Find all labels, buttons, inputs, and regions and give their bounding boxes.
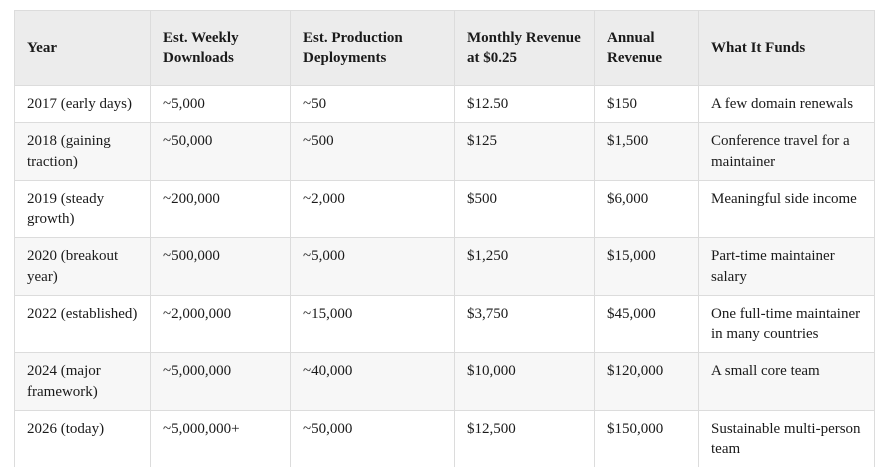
cell-est-production-deployments: ~50	[290, 84, 455, 124]
cell-annual-revenue: $150	[594, 84, 699, 124]
cell-year: 2020 (breakout year)	[14, 237, 151, 296]
cell-est-weekly-downloads: ~2,000,000	[150, 294, 291, 354]
cell-monthly-revenue-at-0-25: $12.50	[454, 84, 595, 124]
table-row-2018-gaining-traction: 2018 (gaining traction) ~50,000 ~500 $125 $1…	[14, 122, 875, 181]
revenue-projection-table: Year Est. Weekly Downloads Est. Production…	[14, 10, 875, 467]
cell-year: 2018 (gaining traction)	[14, 122, 151, 181]
column-header-est-production-deployments: Est. Production Deployments	[290, 10, 455, 86]
cell-what-it-funds: One full-time maintainer in many countri…	[698, 294, 875, 354]
column-header-what-it-funds: What It Funds	[698, 10, 875, 86]
cell-annual-revenue: $15,000	[594, 237, 699, 296]
cell-monthly-revenue-at-0-25: $1,250	[454, 237, 595, 296]
cell-est-weekly-downloads: ~50,000	[150, 122, 291, 181]
cell-est-production-deployments: ~500	[290, 122, 455, 181]
column-header-est-weekly-downloads: Est. Weekly Downloads	[150, 10, 291, 86]
column-header-monthly-revenue-at-0-25: Monthly Revenue at $0.25	[454, 10, 595, 86]
cell-est-weekly-downloads: ~5,000	[150, 84, 291, 124]
cell-monthly-revenue-at-0-25: $500	[454, 179, 595, 239]
cell-est-production-deployments: ~2,000	[290, 179, 455, 239]
cell-est-weekly-downloads: ~200,000	[150, 179, 291, 239]
table-row-2017-early-days: 2017 (early days) ~5,000 ~50 $12.50 $150 A fe…	[14, 84, 875, 124]
cell-monthly-revenue-at-0-25: $12,500	[454, 409, 595, 467]
cell-est-weekly-downloads: ~5,000,000	[150, 352, 291, 411]
cell-what-it-funds: Part-time maintainer salary	[698, 237, 875, 296]
cell-est-production-deployments: ~5,000	[290, 237, 455, 296]
table-body: 2017 (early days) ~5,000 ~50 $12.50 $150 A fe…	[14, 84, 875, 467]
cell-est-production-deployments: ~15,000	[290, 294, 455, 354]
cell-what-it-funds: A few domain renewals	[698, 84, 875, 124]
table-row-2026-today: 2026 (today) ~5,000,000+ ~50,000 $12,500 $15…	[14, 409, 875, 467]
cell-monthly-revenue-at-0-25: $125	[454, 122, 595, 181]
cell-what-it-funds: Sustainable multi-person team	[698, 409, 875, 467]
cell-annual-revenue: $6,000	[594, 179, 699, 239]
table-header: Year Est. Weekly Downloads Est. Production…	[14, 10, 875, 86]
cell-annual-revenue: $1,500	[594, 122, 699, 181]
cell-annual-revenue: $150,000	[594, 409, 699, 467]
cell-year: 2022 (established)	[14, 294, 151, 354]
cell-est-weekly-downloads: ~500,000	[150, 237, 291, 296]
header-row: Year Est. Weekly Downloads Est. Production…	[14, 10, 875, 86]
cell-annual-revenue: $120,000	[594, 352, 699, 411]
cell-what-it-funds: Conference travel for a maintainer	[698, 122, 875, 181]
cell-year: 2017 (early days)	[14, 84, 151, 124]
cell-annual-revenue: $45,000	[594, 294, 699, 354]
table-row-2024-major-framework: 2024 (major framework) ~5,000,000 ~40,000 $…	[14, 352, 875, 411]
cell-est-weekly-downloads: ~5,000,000+	[150, 409, 291, 467]
cell-what-it-funds: Meaningful side income	[698, 179, 875, 239]
cell-est-production-deployments: ~50,000	[290, 409, 455, 467]
cell-year: 2019 (steady growth)	[14, 179, 151, 239]
cell-monthly-revenue-at-0-25: $10,000	[454, 352, 595, 411]
cell-monthly-revenue-at-0-25: $3,750	[454, 294, 595, 354]
table-row-2022-established: 2022 (established) ~2,000,000 ~15,000 $3,75…	[14, 294, 875, 354]
cell-year: 2024 (major framework)	[14, 352, 151, 411]
cell-year: 2026 (today)	[14, 409, 151, 467]
column-header-annual-revenue: Annual Revenue	[594, 10, 699, 86]
table-row-2019-steady-growth: 2019 (steady growth) ~200,000 ~2,000 $500 $6…	[14, 179, 875, 239]
cell-what-it-funds: A small core team	[698, 352, 875, 411]
column-header-year: Year	[14, 10, 151, 86]
cell-est-production-deployments: ~40,000	[290, 352, 455, 411]
table-row-2020-breakout-year: 2020 (breakout year) ~500,000 ~5,000 $1,250…	[14, 237, 875, 296]
